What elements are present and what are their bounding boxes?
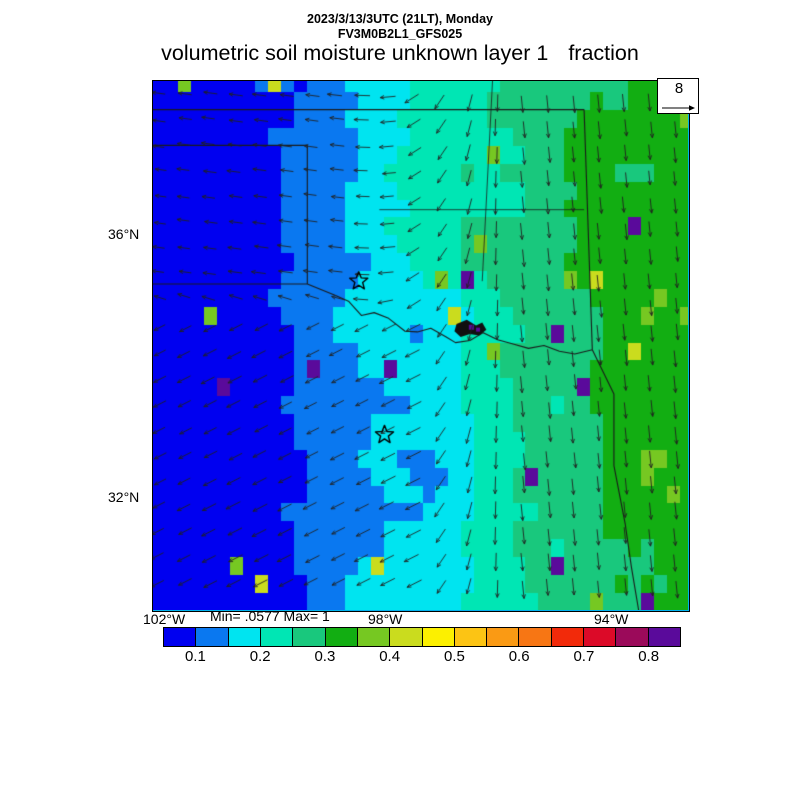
colorbar-band <box>616 628 649 646</box>
colorbar-band <box>325 628 358 646</box>
soil-moisture-heatmap <box>153 81 688 610</box>
right-arrow-icon <box>662 105 695 111</box>
colorbar-band <box>357 628 391 646</box>
colorbar-band <box>260 628 294 646</box>
colorbar-tick: 0.3 <box>314 648 336 665</box>
axis-label-lon-102w: 102°W <box>143 611 186 627</box>
colorbar-band <box>228 628 261 646</box>
colorbar-band <box>519 628 552 646</box>
colorbar-tick: 0.4 <box>379 648 401 665</box>
wind-vector-legend: 8 <box>657 78 699 114</box>
title-variable: volumetric soil moisture unknown layer 1 <box>161 41 549 65</box>
axis-label-lat-36n: 36°N <box>108 226 140 242</box>
colorbar <box>163 627 681 647</box>
colorbar-tick: 0.2 <box>249 648 271 665</box>
colorbar-band <box>551 628 585 646</box>
colorbar-band <box>487 628 520 646</box>
colorbar-band <box>648 628 680 646</box>
colorbar-tick: 0.8 <box>638 648 660 665</box>
colorbar-band <box>164 628 197 646</box>
wind-vector-legend-value: 8 <box>674 80 684 97</box>
colorbar-band <box>454 628 488 646</box>
colorbar-band <box>584 628 617 646</box>
colorbar-band <box>196 628 229 646</box>
axis-label-lon-94w: 94°W <box>594 611 629 627</box>
map-plot-area[interactable] <box>152 80 690 612</box>
page-title: volumetric soil moisture unknown layer 1… <box>0 41 800 66</box>
colorbar-tick: 0.6 <box>508 648 530 665</box>
colorbar-band <box>422 628 455 646</box>
minmax-annotation: Min= .0577 Max= 1 <box>210 608 330 624</box>
header-line-model: FV3M0B2L1_GFS025 <box>337 27 463 41</box>
colorbar-band <box>390 628 423 646</box>
colorbar-tick: 0.1 <box>184 648 206 665</box>
header-line-datetime: 2023/3/13/3UTC (21LT), Monday <box>307 12 493 26</box>
colorbar-tick-labels: 0.1 0.2 0.3 0.4 0.5 0.6 0.7 0.8 <box>0 648 800 670</box>
colorbar-band <box>293 628 326 646</box>
axis-label-lon-98w: 98°W <box>368 611 403 627</box>
colorbar-tick: 0.7 <box>573 648 595 665</box>
colorbar-tick: 0.5 <box>443 648 465 665</box>
axis-label-lat-32n: 32°N <box>108 489 140 505</box>
title-unit: fraction <box>568 41 639 65</box>
